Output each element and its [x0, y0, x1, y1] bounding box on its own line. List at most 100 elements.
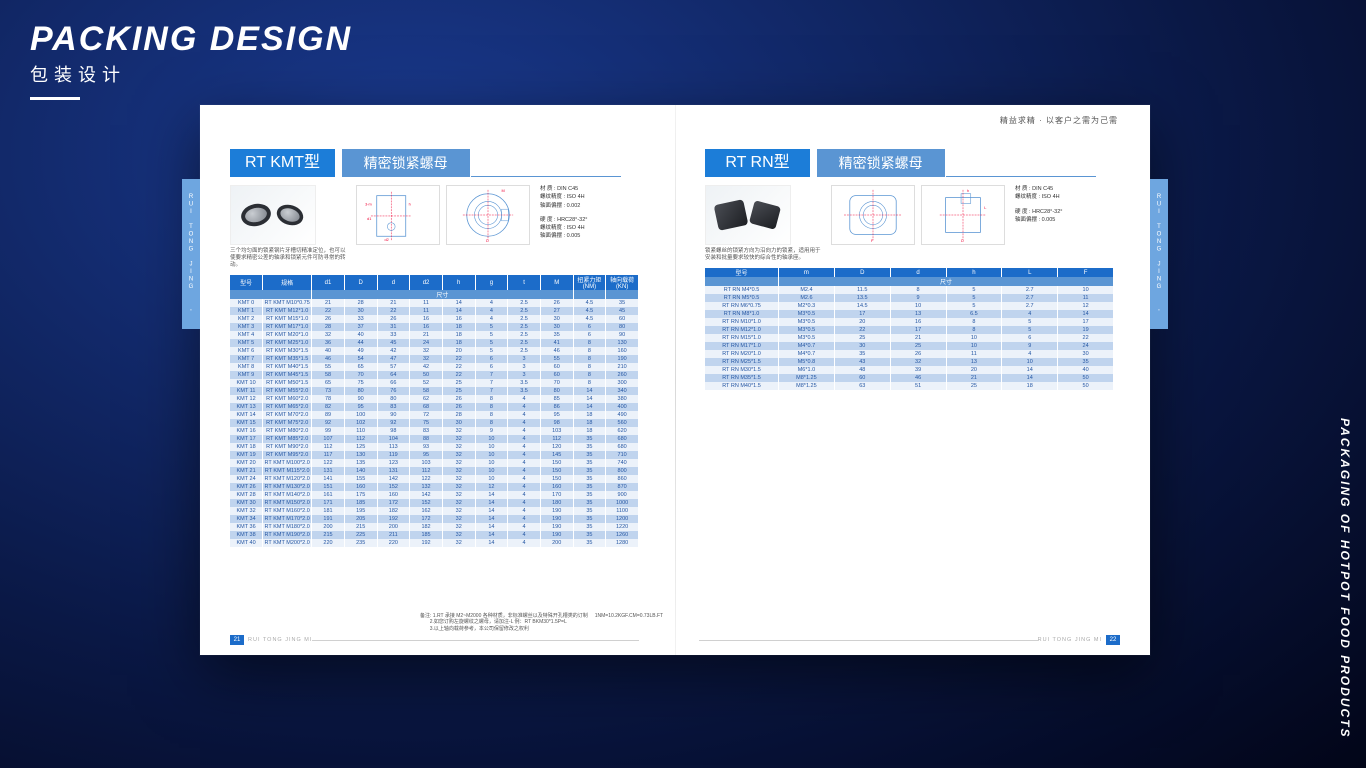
cell: 18: [442, 339, 475, 347]
cell: 190: [606, 355, 639, 363]
cell: KMT 7: [230, 355, 263, 363]
cell: 70: [344, 371, 377, 379]
table-row: KMT 30RT KMT M150*2.01711851721523214418…: [230, 499, 639, 507]
footer-line: [312, 640, 639, 641]
cell: 11: [410, 299, 443, 307]
col-header: F: [1058, 268, 1114, 277]
cell: 4: [508, 395, 541, 403]
cell: 10: [475, 467, 508, 475]
right-page-num: 22: [1106, 635, 1120, 645]
svg-text:D: D: [961, 239, 964, 243]
cell: KMT 11: [230, 387, 263, 395]
cell: KMT 0: [230, 299, 263, 307]
cell: 560: [606, 419, 639, 427]
cell: 35: [606, 299, 639, 307]
table-row: RT RN M17*1.0M4*0.7302510924: [705, 342, 1114, 350]
cell: KMT 14: [230, 411, 263, 419]
cell: RT KMT M35*1.5: [263, 355, 312, 363]
cell: 50: [410, 371, 443, 379]
svg-text:h: h: [967, 189, 969, 193]
cell: 220: [312, 539, 345, 547]
cell: 32: [442, 435, 475, 443]
table-row: KMT 7RT KMT M35*1.5465447322263558190: [230, 355, 639, 363]
col-header: L: [1002, 268, 1058, 277]
cell: 4: [508, 491, 541, 499]
cell: 7: [475, 387, 508, 395]
cell: 98: [377, 427, 410, 435]
cell: RT RN M8*1.0: [705, 310, 779, 318]
cell: 46: [890, 374, 946, 382]
svg-text:3-m: 3-m: [365, 202, 372, 206]
cell: RT KMT M30*1.5: [263, 347, 312, 355]
cell: M3*0.5: [779, 334, 835, 342]
cell: 80: [344, 387, 377, 395]
table-row: KMT 26RT KMT M130*2.01511601521323212416…: [230, 483, 639, 491]
cell: 32: [410, 347, 443, 355]
cell: 95: [410, 451, 443, 459]
cell: 6: [573, 323, 606, 331]
cell: 112: [410, 467, 443, 475]
subhead: 尺寸: [779, 277, 1114, 286]
cell: 55: [540, 355, 573, 363]
cell: 10: [475, 459, 508, 467]
svg-text:F: F: [871, 239, 874, 243]
table-row: RT RN M8*1.0M3*0.517136.5414: [705, 310, 1114, 318]
cell: RT KMT M12*1.0: [263, 307, 312, 315]
cell: 5: [475, 347, 508, 355]
cell: 75: [344, 379, 377, 387]
left-image-row: 三个均匀面的锁紧钢片牙槽切精准定位，也可以使要求精密公差的轴承和锁紧元件可防寻常…: [230, 185, 639, 269]
spec-line: 材 质 : DIN C45: [540, 185, 588, 193]
cell: 58: [312, 371, 345, 379]
cell: 10: [1058, 286, 1114, 294]
table-row: KMT 19RT KMT M95*2.011713011995321041453…: [230, 451, 639, 459]
cell: 17: [1058, 318, 1114, 326]
right-page: 精益求精 · 以客户之需为己需 RUI TONG JING MI RT RN型 …: [669, 105, 1150, 655]
cell: 14: [442, 299, 475, 307]
left-title1: RT KMT型: [230, 149, 335, 177]
cell: 11: [946, 350, 1002, 358]
table-row: KMT 11RT KMT M55*2.0738076582573.5801434…: [230, 387, 639, 395]
cell: 39: [890, 366, 946, 374]
cell: 90: [606, 331, 639, 339]
footer-line: [699, 640, 1038, 641]
left-brand: RUI TONG JING MI: [248, 637, 312, 643]
cell: RT KMT M17*1.0: [263, 323, 312, 331]
cell: 125: [344, 443, 377, 451]
cell: 30: [442, 419, 475, 427]
cell: M4*0.7: [779, 342, 835, 350]
cell: 185: [410, 531, 443, 539]
cell: RT KMT M200*2.0: [263, 539, 312, 547]
cell: 68: [410, 403, 443, 411]
table-row: KMT 20RT KMT M100*2.01221351231033210415…: [230, 459, 639, 467]
cell: RT RN M15*1.0: [705, 334, 779, 342]
right-header-row: RT RN型 精密锁紧螺母: [705, 149, 1114, 177]
cell: KMT 36: [230, 523, 263, 531]
col-header: M: [540, 275, 573, 290]
cell: 9: [890, 294, 946, 302]
cell: 54: [344, 355, 377, 363]
cell: 191: [312, 515, 345, 523]
cell: KMT 26: [230, 483, 263, 491]
cell: 119: [377, 451, 410, 459]
cell: 113: [377, 443, 410, 451]
spec-line: 硬 度 : HRC28°-32°: [540, 216, 588, 224]
cell: 260: [606, 371, 639, 379]
cell: 8: [475, 411, 508, 419]
cell: 107: [312, 435, 345, 443]
cell: 64: [377, 371, 410, 379]
cell: 180: [540, 499, 573, 507]
cell: RT KMT M140*2.0: [263, 491, 312, 499]
col-header: 型号: [230, 275, 263, 290]
left-header-row: RT KMT型 精密锁紧螺母: [230, 149, 639, 177]
cell: 4: [508, 411, 541, 419]
cell: KMT 2: [230, 315, 263, 323]
cell: RT KMT M120*2.0: [263, 475, 312, 483]
cell: M8*1.25: [779, 382, 835, 390]
left-diagram-2: MD: [446, 185, 530, 245]
table-row: KMT 0RT KMT M10*0.75212821111442.5264.53…: [230, 299, 639, 307]
right-brand: RUI TONG JING MI: [1038, 637, 1102, 643]
table-row: KMT 24RT KMT M120*2.01411551421223210415…: [230, 475, 639, 483]
cell: 5: [1002, 318, 1058, 326]
cell: RT KMT M60*2.0: [263, 395, 312, 403]
cell: 45: [377, 339, 410, 347]
